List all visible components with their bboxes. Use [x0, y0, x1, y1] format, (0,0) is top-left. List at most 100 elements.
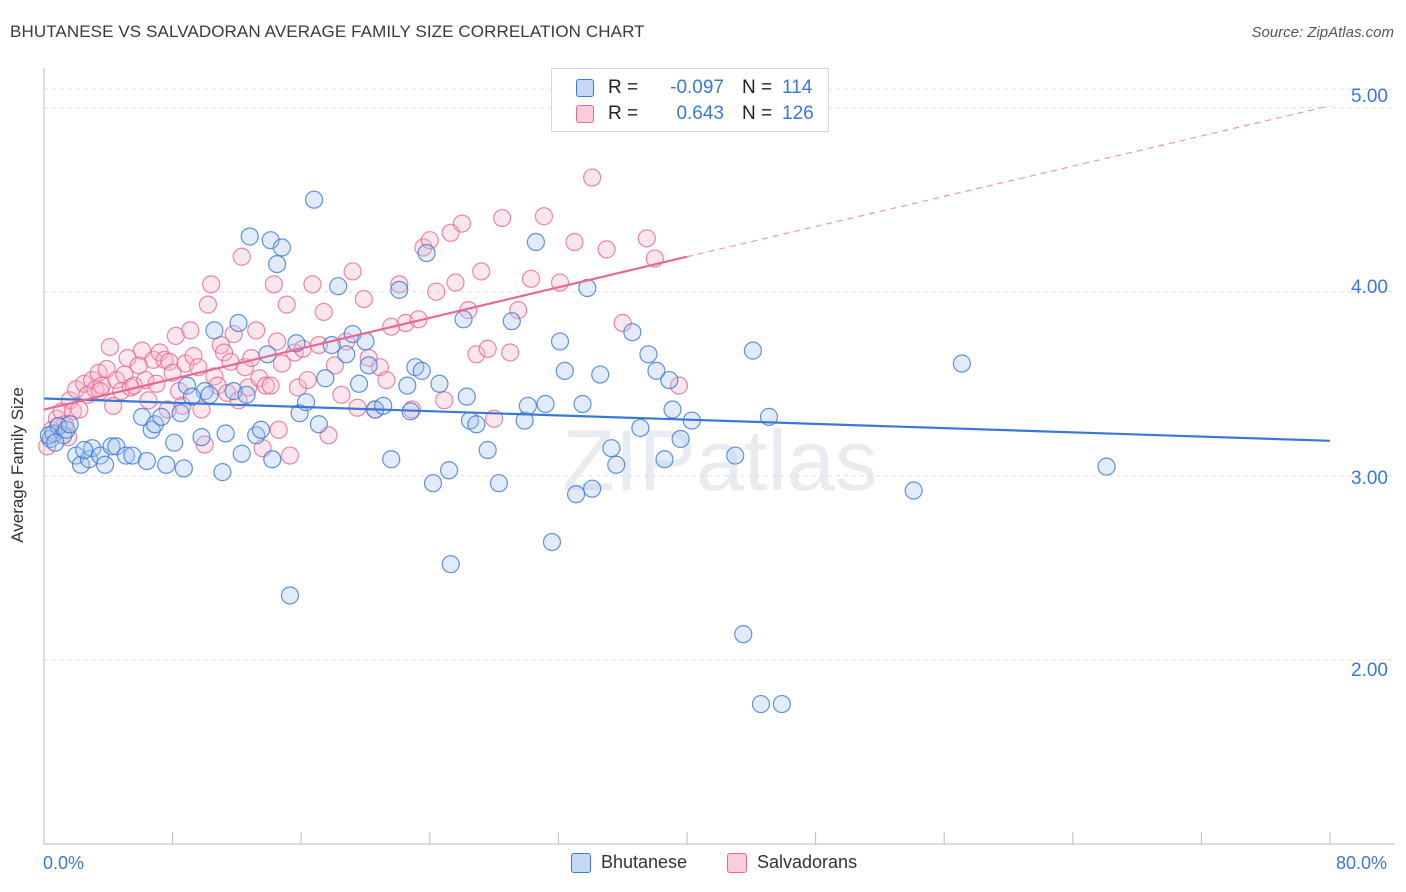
salvadorans-point — [452, 214, 472, 233]
salvadorans-point — [264, 275, 283, 294]
bhutanese-point — [95, 455, 115, 474]
salvadorans-point — [521, 269, 541, 288]
salvadorans-point — [288, 378, 308, 397]
bhutanese-point — [107, 437, 126, 456]
bhutanese-point — [639, 345, 658, 364]
bhutanese-point — [290, 404, 309, 423]
bhutanese-point — [145, 415, 165, 434]
bhutanese-point — [272, 238, 292, 257]
salvadorans-trend-line — [43, 255, 688, 411]
bhutanese-point — [734, 625, 753, 644]
bhutanese-point — [398, 376, 417, 395]
r-label: R = — [608, 103, 639, 124]
salvadorans-point — [160, 352, 179, 371]
bhutanese-point — [267, 254, 287, 274]
legend-row-bhutanese: R = -0.097 N = 114 — [576, 76, 812, 100]
bhutanese-swatch — [571, 852, 591, 873]
salvadorans-point — [478, 339, 497, 358]
salvadorans-point — [501, 343, 520, 362]
bhutanese-point — [423, 474, 443, 493]
bhutanese-point — [555, 361, 574, 380]
bhutanese-point — [607, 455, 626, 474]
bhutanese-point — [142, 420, 161, 439]
bhutanese-point — [602, 439, 621, 458]
salvadorans-point — [272, 354, 292, 373]
trend-lines — [43, 105, 1331, 442]
salvadorans-point — [565, 232, 584, 252]
r-value: -0.097 — [670, 77, 724, 98]
salvadorans-point — [303, 275, 322, 294]
salvadorans-point — [343, 262, 362, 281]
bhutanese-point — [280, 586, 300, 605]
n-label: N = — [742, 77, 773, 98]
bhutanese-point — [349, 374, 369, 393]
bhutanese-point — [75, 440, 94, 460]
bhutanese-point — [518, 396, 537, 415]
bhutanese-point — [441, 555, 460, 574]
n-value: 126 — [782, 103, 814, 124]
salvadorans-point — [192, 400, 211, 419]
bhutanese-point — [237, 385, 256, 404]
salvadorans-point — [214, 343, 234, 362]
salvadorans-point — [325, 356, 345, 375]
salvadorans-point — [256, 376, 275, 395]
bhutanese-point — [192, 428, 211, 447]
salvadorans-point — [218, 383, 237, 403]
salvadorans-point — [314, 302, 333, 322]
bhutanese-point — [467, 415, 486, 434]
bhutanese-point — [478, 440, 497, 460]
x-tick-label-min: 0.0% — [43, 853, 85, 873]
salvadorans-point — [435, 391, 454, 410]
salvadorans-point — [298, 370, 317, 390]
bhutanese-point — [751, 694, 771, 714]
bhutanese-point — [663, 400, 682, 419]
salvadorans-point — [202, 275, 221, 294]
bhutanese-point — [1097, 457, 1116, 476]
salvadorans-point — [224, 324, 243, 344]
salvadorans-point — [446, 273, 465, 292]
x-tick-label-max: 80.0% — [1336, 853, 1388, 873]
bhutanese-point — [304, 190, 324, 209]
salvadorans-point — [332, 385, 351, 404]
legend-item-bhutanese[interactable]: Bhutanese — [571, 852, 687, 873]
salvadorans-point — [269, 420, 288, 439]
bhutanese-point — [772, 694, 791, 714]
y-tick-label: 3.00 — [1351, 468, 1388, 489]
bhutanese-point — [647, 361, 666, 380]
salvadorans-point — [377, 370, 396, 390]
n-value: 114 — [782, 77, 813, 98]
bhutanese-point — [261, 231, 280, 250]
salvadorans-point — [414, 238, 433, 257]
bhutanese-point — [904, 481, 923, 500]
bhutanese-point — [382, 450, 401, 469]
legend-item-salvadorans[interactable]: Salvadorans — [727, 852, 857, 873]
r-value: 0.643 — [676, 103, 724, 124]
bhutanese-point — [573, 394, 592, 414]
bhutanese-point — [631, 418, 650, 438]
bhutanese-point — [390, 280, 409, 299]
y-tick-label: 4.00 — [1351, 277, 1388, 298]
bhutanese-point — [171, 404, 190, 423]
bhutanese-point — [200, 385, 219, 404]
legend-row-salvadorans: R = 0.643 N = 126 — [576, 102, 814, 126]
bhutanese-point — [39, 426, 58, 445]
salvadorans-point — [493, 208, 512, 228]
salvadorans-point — [597, 240, 616, 259]
bhutanese-point — [232, 444, 251, 463]
salvadorans-point — [250, 369, 269, 388]
bhutanese-point — [247, 426, 266, 445]
bhutanese-point — [457, 387, 476, 406]
bhutanese-point — [542, 532, 562, 552]
bhutanese-point — [726, 446, 745, 465]
salvadorans-point — [247, 321, 266, 340]
bhutanese-point — [263, 450, 282, 469]
salvadorans-point — [467, 345, 486, 364]
bhutanese-point — [316, 369, 335, 388]
salvadorans-point — [427, 282, 446, 301]
bhutanese-point — [157, 455, 176, 474]
bhutanese-point — [309, 415, 328, 434]
chart-title: BHUTANESE VS SALVADORAN AVERAGE FAMILY S… — [10, 22, 645, 41]
bhutanese-point — [412, 361, 431, 380]
legend-label: Salvadorans — [757, 852, 858, 872]
